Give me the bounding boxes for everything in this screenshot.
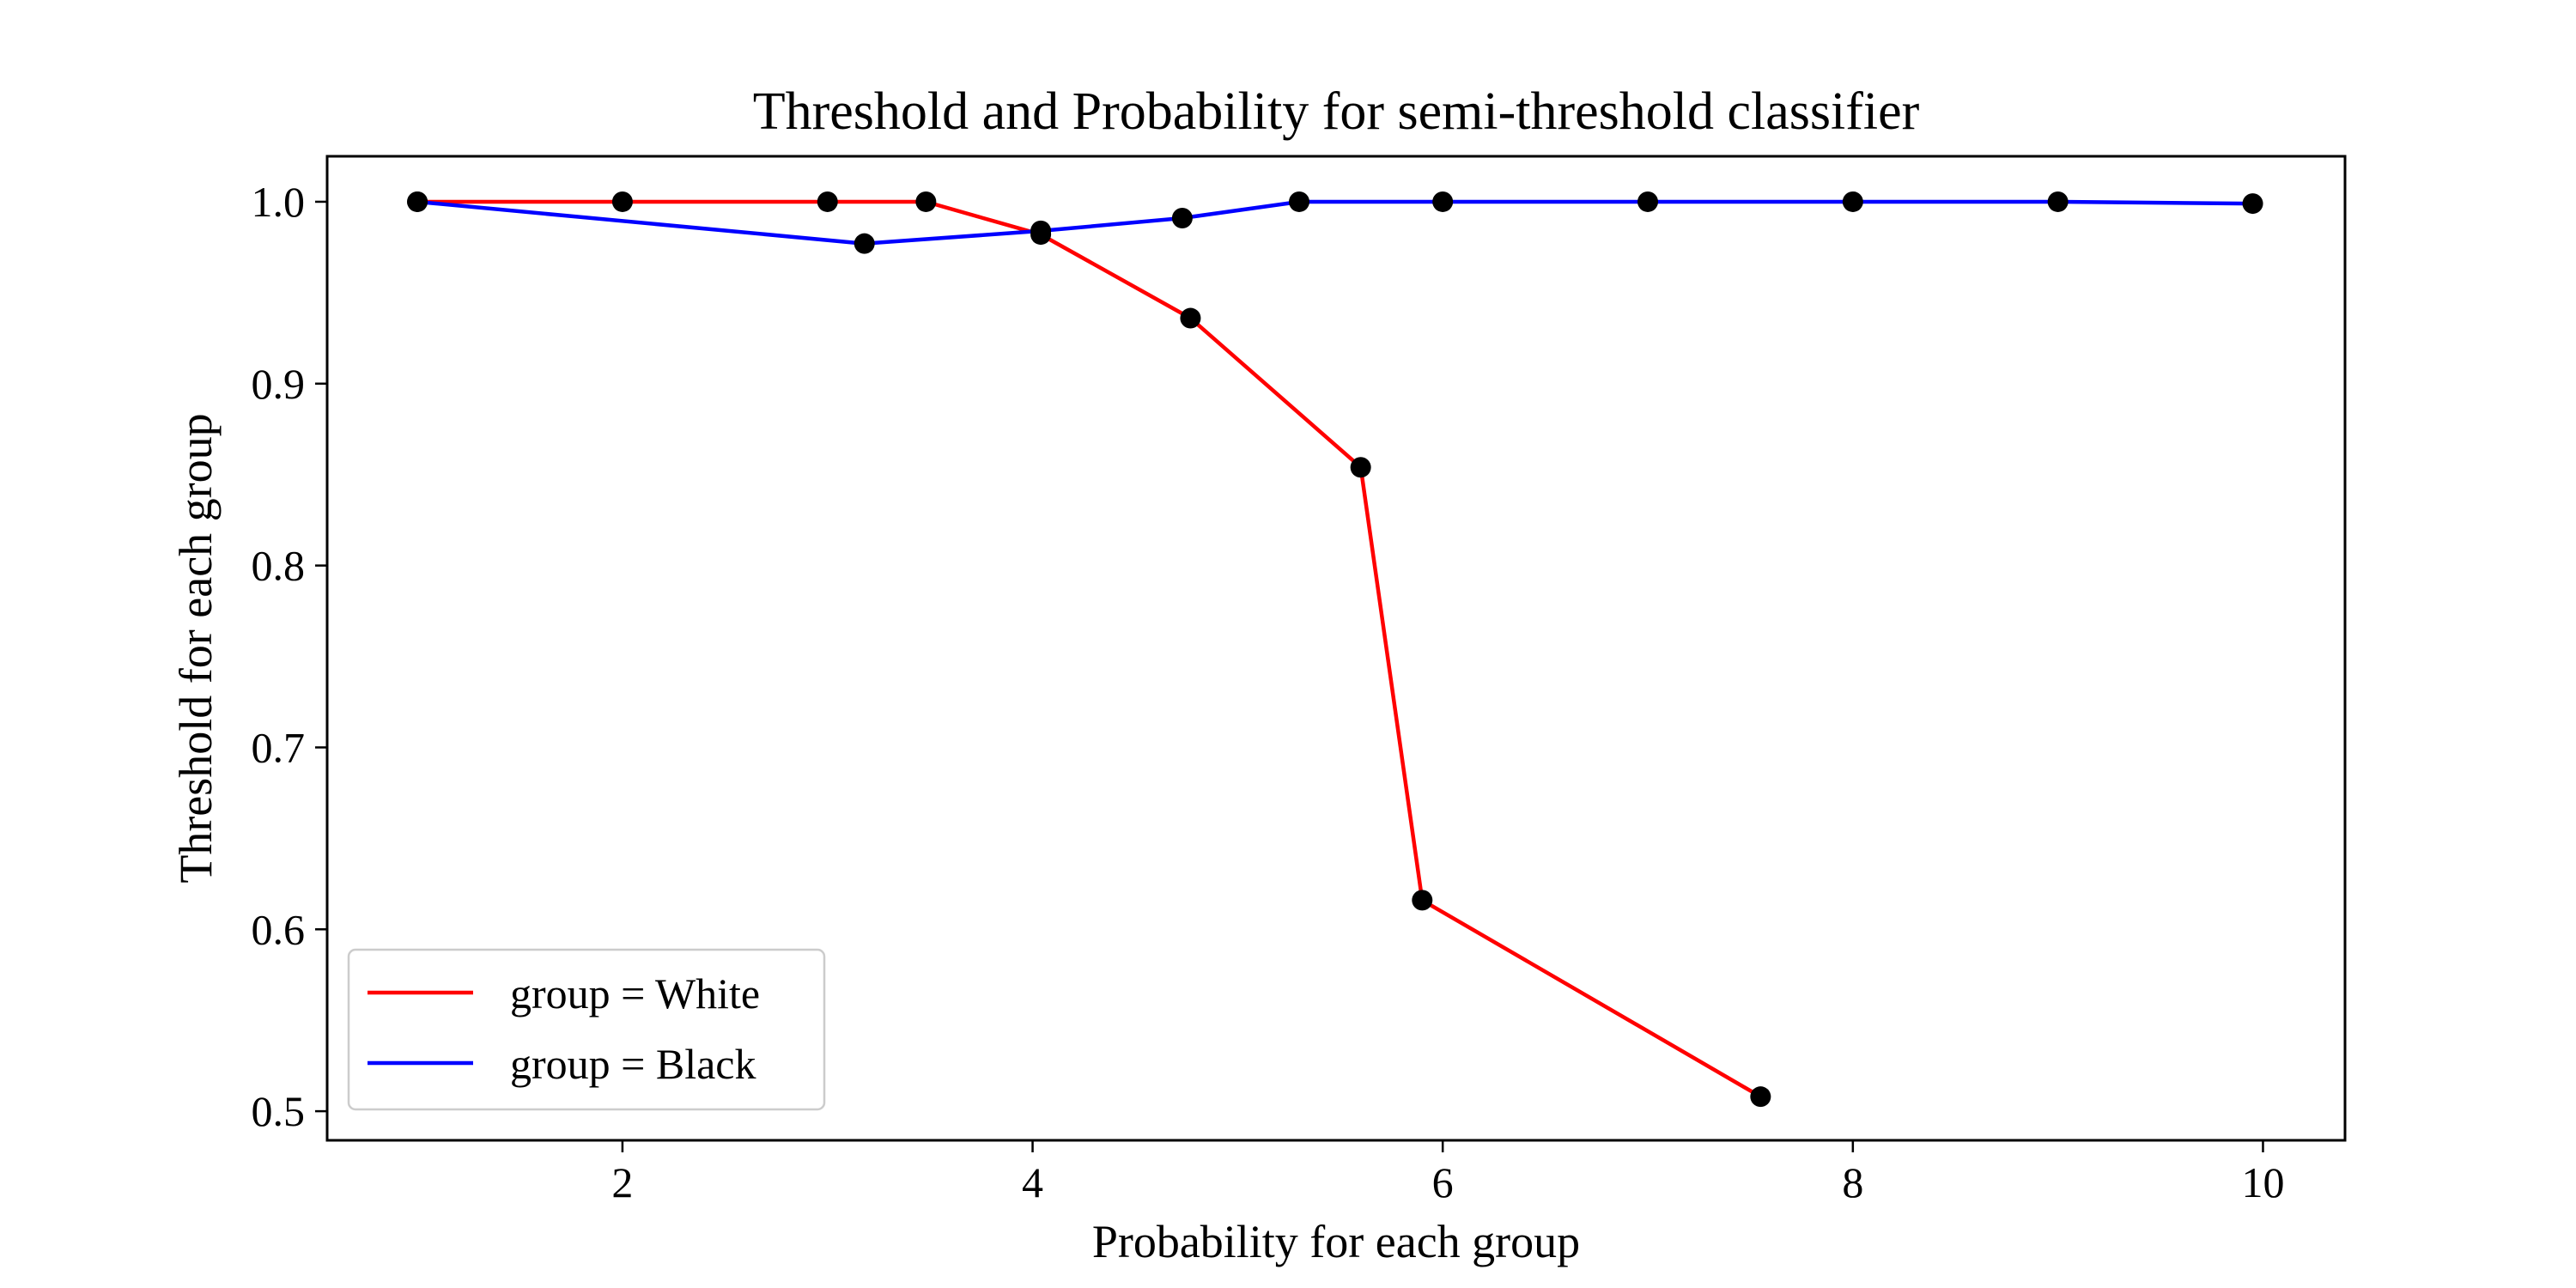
x-tick-label: 4 [1022, 1158, 1043, 1206]
legend-label-black: group = Black [510, 1040, 756, 1088]
legend-label-white: group = White [510, 969, 760, 1018]
chart-title: Threshold and Probability for semi-thres… [753, 82, 1920, 141]
y-axis-label: Threshold for each group [170, 413, 222, 883]
x-tick-label: 10 [2241, 1158, 2284, 1206]
data-point-white [1180, 307, 1201, 329]
data-point-black [2047, 191, 2069, 212]
y-tick-label: 0.6 [252, 905, 306, 953]
data-point-black [1637, 191, 1659, 212]
plot-area: 2 4 6 8 10 0.5 0.6 0.7 0.8 0.9 1.0 [252, 155, 2347, 1206]
y-tick-label: 0.9 [252, 360, 306, 408]
axes-frame [325, 155, 2347, 1142]
data-point-black [1289, 191, 1310, 212]
x-axis-label: Probability for each group [1092, 1216, 1580, 1267]
data-point-black [1432, 191, 1454, 212]
legend-box [347, 948, 826, 1111]
y-tick-label: 0.7 [252, 723, 306, 771]
y-tick-label: 0.5 [252, 1087, 306, 1135]
data-point-black [1030, 220, 1052, 241]
data-point-black [854, 233, 875, 254]
data-point-black [1842, 191, 1863, 212]
data-point-black [2242, 193, 2263, 215]
data-point-black [407, 191, 428, 212]
data-point-white [1750, 1086, 1771, 1108]
x-tick-label: 6 [1432, 1158, 1454, 1206]
data-point-white [1350, 457, 1371, 478]
data-point-white [611, 191, 633, 212]
series-line-black [416, 199, 2253, 246]
x-tick-label: 2 [611, 1158, 633, 1206]
legend: group = White group = Black [347, 948, 826, 1111]
y-tick-label: 1.0 [252, 178, 306, 226]
data-point-white [915, 191, 937, 212]
x-tick-label: 8 [1842, 1158, 1863, 1206]
data-point-white [817, 191, 838, 212]
data-point-white [1412, 890, 1433, 911]
data-point-black [1171, 208, 1193, 229]
y-tick-label: 0.8 [252, 542, 306, 590]
